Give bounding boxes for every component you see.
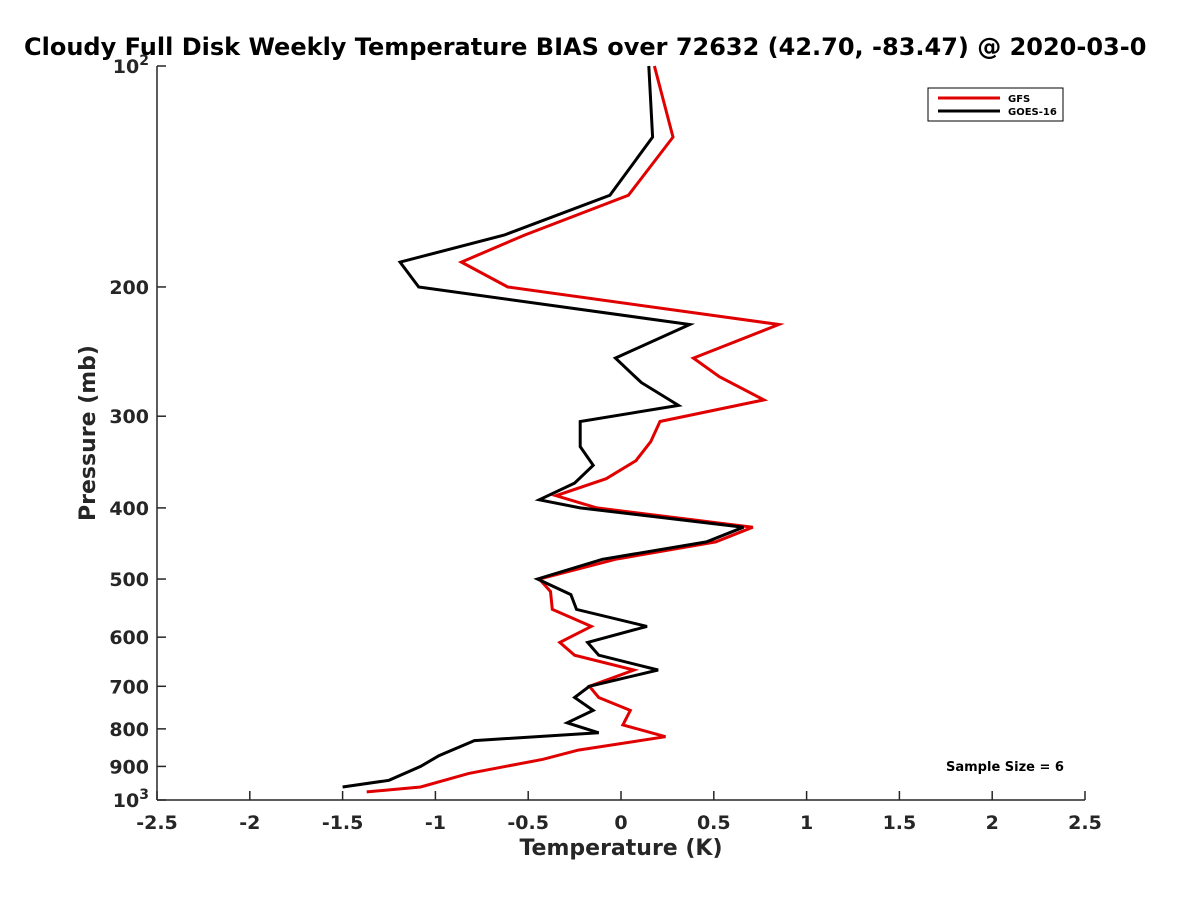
y-tick-label: 200 <box>109 277 149 299</box>
x-tick-label: -1 <box>425 812 446 834</box>
y-axis-label: Pressure (mb) <box>76 345 101 521</box>
y-tick-label: 300 <box>109 406 149 428</box>
y-tick-label: 700 <box>109 676 149 698</box>
series-layer <box>342 65 785 794</box>
y-tick-label: 103 <box>113 787 149 812</box>
x-tick-label: -1.5 <box>322 812 364 834</box>
y-tick-label: 400 <box>109 498 149 520</box>
x-tick-label: 1 <box>800 812 813 834</box>
x-tick-label: -2.5 <box>136 812 178 834</box>
x-tick-label: -0.5 <box>507 812 549 834</box>
series-line-1 <box>342 65 745 789</box>
legend-label: GFS <box>1008 94 1030 105</box>
x-axis-label: Temperature (K) <box>519 836 722 861</box>
y-tick-label: 800 <box>109 719 149 741</box>
y-tick-label: 600 <box>109 627 149 649</box>
y-tick-label: 900 <box>109 756 149 778</box>
series-line-0 <box>366 65 785 794</box>
legend-box <box>927 87 1064 122</box>
axes: -2.5 -2 -1.5 -1 -0.5 0 0.5 1 1.5 2 2.5 102 200 300 400… <box>109 53 1102 834</box>
x-tick-label: 0.5 <box>697 812 731 834</box>
x-tick-label: 2 <box>986 812 999 834</box>
legend-label: GOES-16 <box>1008 107 1057 118</box>
x-tick-label: -2 <box>239 812 260 834</box>
y-tick-label: 500 <box>109 569 149 591</box>
chart-title: Cloudy Full Disk Weekly Temperature BIAS… <box>24 33 1146 61</box>
x-tick-label: 1.5 <box>883 812 917 834</box>
legend: GFS GOES-16 <box>927 87 1064 122</box>
x-tick-label: 0 <box>614 812 627 834</box>
sample-size-annotation: Sample Size = 6 <box>946 760 1064 775</box>
y-tick-label: 102 <box>113 53 149 78</box>
x-tick-label: 2.5 <box>1068 812 1102 834</box>
